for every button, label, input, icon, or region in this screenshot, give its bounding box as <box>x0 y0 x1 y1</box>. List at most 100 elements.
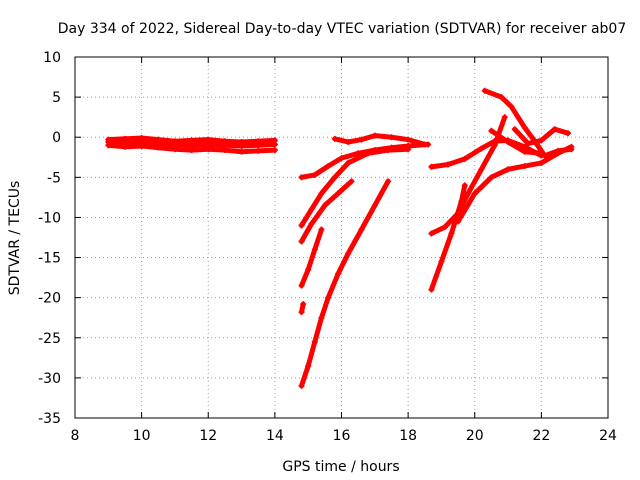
data-point <box>298 222 305 229</box>
x-tick-label: 14 <box>266 428 284 444</box>
series-3 <box>105 139 278 150</box>
series-trace <box>455 144 574 224</box>
data-point <box>438 258 445 265</box>
data-point <box>121 139 128 146</box>
data-point <box>335 190 342 197</box>
data-point <box>538 150 545 157</box>
grid <box>75 57 608 418</box>
data-point <box>298 382 305 389</box>
y-tick-label: -20 <box>38 291 61 307</box>
y-tick-label: 10 <box>43 50 61 66</box>
data-point <box>298 309 305 316</box>
data-point <box>461 155 468 162</box>
data-point <box>171 141 178 148</box>
series-trace <box>299 227 324 289</box>
data-point <box>488 127 495 134</box>
data-point <box>405 136 412 143</box>
data-point <box>488 174 495 181</box>
data-point <box>345 139 352 146</box>
data-point <box>445 161 452 168</box>
x-tick-label: 24 <box>599 428 617 444</box>
data-point <box>538 159 545 166</box>
data-point <box>305 266 312 273</box>
x-tick-label: 10 <box>133 428 151 444</box>
x-tick-label: 12 <box>199 428 217 444</box>
y-tick-label: 0 <box>52 130 61 146</box>
y-tick-label: -10 <box>38 210 61 226</box>
data-point <box>508 103 515 110</box>
data-point <box>428 163 435 170</box>
data-point <box>298 282 305 289</box>
data-point <box>318 314 325 321</box>
series-8 <box>298 226 325 289</box>
series-13 <box>428 182 468 293</box>
x-tick-label: 18 <box>399 428 417 444</box>
data-point <box>221 142 228 149</box>
data-point <box>491 142 498 149</box>
data-point <box>511 126 518 133</box>
data-point <box>348 178 355 185</box>
data-point <box>358 136 365 143</box>
y-tick-label: -25 <box>38 331 61 347</box>
series-6 <box>298 146 412 229</box>
series-4 <box>298 141 432 181</box>
x-tick-label: 20 <box>466 428 484 444</box>
data-point <box>538 137 545 144</box>
x-tick-label: 22 <box>532 428 550 444</box>
data-point <box>371 202 378 209</box>
data-point <box>455 218 462 225</box>
y-tick-label: -5 <box>47 170 61 186</box>
data-point <box>305 362 312 369</box>
data-point <box>471 190 478 197</box>
data-point <box>345 159 352 166</box>
data-point <box>331 174 338 181</box>
x-tick-label: 16 <box>333 428 351 444</box>
data-point <box>311 246 318 253</box>
data-point <box>300 301 307 308</box>
y-tick-label: -15 <box>38 251 61 267</box>
data-point <box>188 142 195 149</box>
data-point <box>385 147 392 154</box>
y-axis-label: SDTVAR / TECUs <box>7 181 23 296</box>
data-point <box>298 238 305 245</box>
data-point <box>521 148 528 155</box>
data-point <box>138 139 145 146</box>
data-point <box>481 87 488 94</box>
data-point <box>521 124 528 131</box>
series-trace <box>299 146 411 228</box>
y-tick-label: 5 <box>52 90 61 106</box>
data-point <box>465 190 472 197</box>
data-point <box>255 142 262 149</box>
data-point <box>325 294 332 301</box>
data-point <box>331 135 338 142</box>
data-point <box>371 132 378 139</box>
y-tick-label: -30 <box>38 371 61 387</box>
data-point <box>105 139 112 146</box>
data-point <box>155 140 162 147</box>
data-point <box>308 220 315 227</box>
data-point <box>505 166 512 173</box>
data-point <box>461 182 468 189</box>
data-point <box>325 163 332 170</box>
data-point <box>541 152 548 159</box>
data-point <box>505 139 512 146</box>
series-trace <box>482 88 574 159</box>
data-point <box>318 190 325 197</box>
data-point <box>358 226 365 233</box>
data-point <box>385 178 392 185</box>
data-point <box>428 286 435 293</box>
series-2 <box>105 142 278 155</box>
data-point <box>308 206 315 213</box>
series-trace <box>299 178 391 389</box>
data-point <box>335 270 342 277</box>
data-point <box>298 174 305 181</box>
data-point <box>311 171 318 178</box>
data-point <box>318 226 325 233</box>
chart-title: Day 334 of 2022, Sidereal Day-to-day VTE… <box>58 21 627 37</box>
x-tick-label: 8 <box>71 428 80 444</box>
data-point <box>271 147 278 154</box>
data-point <box>525 140 532 147</box>
series-trace <box>488 128 544 156</box>
data-point <box>565 130 572 137</box>
